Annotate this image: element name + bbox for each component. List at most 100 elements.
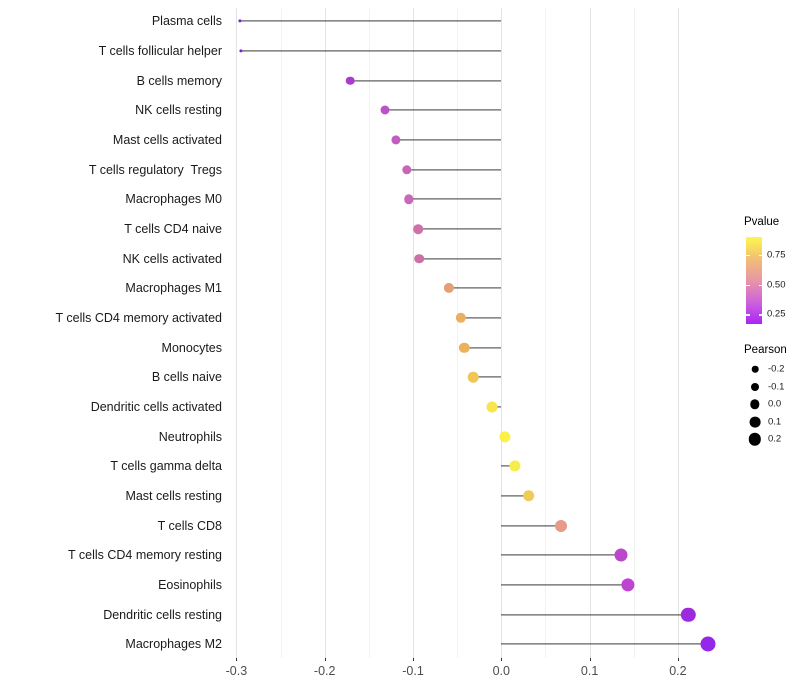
category-label: Macrophages M0 [125,192,222,207]
colorbar-tick [758,314,762,316]
lollipop-stem [239,20,502,22]
category-label: T cells follicular helper [98,43,222,58]
gridline-major [324,8,326,658]
lollipop-stem [473,376,502,378]
x-axis-tick [236,658,238,661]
lollipop-stem [384,109,502,111]
x-axis-tick [501,658,503,661]
colorbar-tick [746,314,750,316]
lollipop-dot [620,578,635,592]
gridline-major [236,8,238,658]
gridline-minor [633,8,635,658]
size-legend-label: -0.1 [768,381,785,393]
lollipop-dot [459,342,470,353]
category-label: B cells memory [136,73,222,88]
lollipop-dot [522,490,535,502]
category-label: Plasma cells [151,14,222,29]
lollipop-dot [700,636,716,652]
category-label: T cells CD4 naive [124,221,222,236]
category-label: T cells regulatory Tregs [88,162,222,177]
colorbar-tick [758,284,762,287]
lollipop-stem [501,524,562,527]
gridline-major [413,8,414,658]
lollipop-stem [501,465,515,467]
lollipop-stem [408,198,502,200]
gridline-minor [457,8,459,658]
category-label: Eosinophils [158,577,222,592]
pearson-legend-title: Pearson [744,344,787,356]
lollipop-dot [414,253,424,264]
category-label: NK cells resting [135,103,222,118]
colorbar-tick-label: 0.50 [767,279,786,291]
x-axis-tick-label: -0.2 [313,664,336,678]
lollipop-dot [403,194,414,204]
category-label: T cells CD4 memory resting [68,548,222,563]
lollipop-stem [501,554,621,556]
lollipop-stem [464,346,502,349]
lollipop-dot [402,164,412,175]
lollipop-stem [418,228,502,230]
gridline-major [677,8,679,658]
size-legend-dot [750,399,760,409]
category-label: NK cells activated [122,251,222,266]
gridline-major [501,8,503,658]
size-legend-label: 0.2 [768,433,782,445]
x-axis-tick-label: 0.1 [580,664,599,678]
size-legend-dot [749,416,761,428]
lollipop-dot [444,283,455,294]
category-label: Dendritic cells activated [90,399,222,414]
lollipop-dot [391,135,401,145]
lollipop-dot [413,224,424,234]
category-label: Mast cells activated [112,132,222,147]
lollipop-dot [614,548,627,562]
size-legend-dot [751,382,759,391]
gridline-major [589,8,591,658]
x-axis-tick-label: -0.1 [402,664,424,678]
size-legend-dot [748,433,762,446]
gridline-minor [368,8,370,658]
category-label: T cells gamma delta [110,459,222,474]
lollipop-stem [240,50,502,52]
lollipop-stem [449,287,502,289]
lollipop-stem [396,139,502,141]
lollipop-dot [455,312,466,324]
category-label: Macrophages M2 [125,637,222,652]
category-label: Mast cells resting [125,488,222,503]
category-label: B cells naive [151,370,222,385]
pvalue-colorbar [746,237,762,324]
lollipop-stem [501,613,689,616]
lollipop-stem [501,584,628,586]
lollipop-stem [419,257,502,260]
colorbar-tick [746,255,750,257]
lollipop-stem [350,80,502,82]
category-label: Neutrophils [158,429,222,444]
lollipop-dot [467,371,479,383]
lollipop-stem [406,169,502,171]
category-label: Dendritic cells resting [103,607,222,622]
lollipop-dot [499,430,511,443]
category-label: Macrophages M1 [125,281,222,296]
pvalue-legend-title: Pvalue [744,216,780,228]
lollipop-stem [501,643,708,645]
lollipop-dot [555,519,568,532]
lollipop-dot [681,607,696,622]
category-label: Monocytes [161,340,222,355]
x-axis-tick-label: 0.2 [669,664,687,678]
lollipop-stem [501,495,529,497]
category-label: T cells CD8 [157,518,222,533]
gridline-minor [545,8,547,658]
x-axis-tick [413,658,414,661]
x-axis-tick-label: 0.0 [492,664,510,678]
x-axis-tick [589,658,591,661]
colorbar-tick-label: 0.25 [767,308,786,320]
lollipop-dot [486,401,498,413]
lollipop-dot [508,460,521,472]
colorbar-tick-label: 0.75 [767,249,786,261]
lollipop-dot [239,49,243,53]
size-legend-label: -0.2 [768,363,785,375]
x-axis-tick-label: -0.3 [225,664,248,678]
colorbar-tick [746,284,750,287]
size-legend-label: 0.1 [768,416,782,428]
lollipop-dot [346,76,355,85]
